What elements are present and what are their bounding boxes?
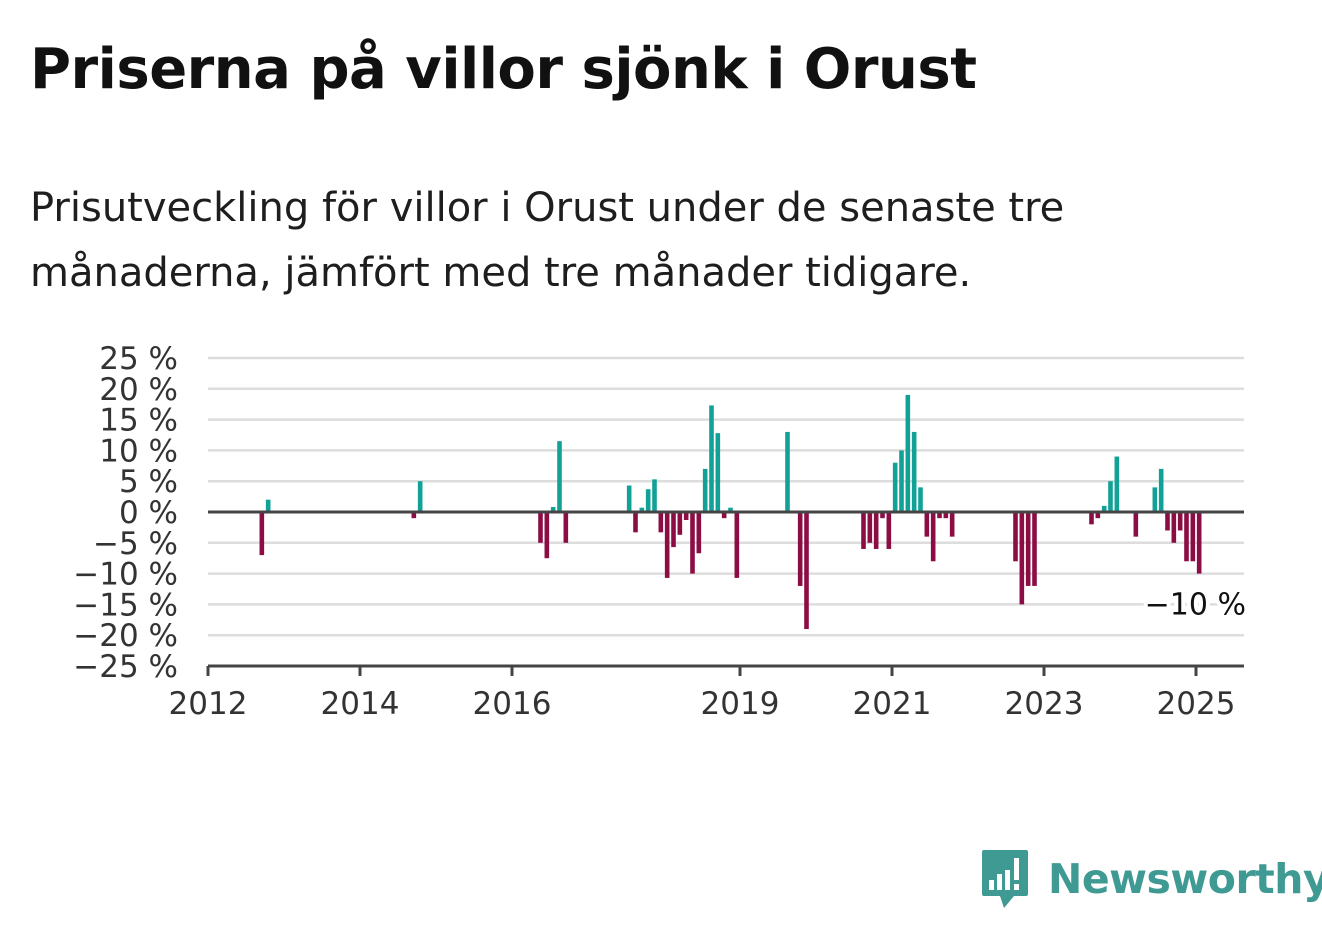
price-change-bar-chart: 25 %20 %15 %10 %5 %0 %−5 %−10 %−15 %−20 …	[73, 341, 1250, 722]
bar	[1032, 512, 1037, 586]
bar	[861, 512, 866, 549]
axes	[208, 510, 1244, 668]
bar	[715, 433, 721, 512]
x-tick-label: 2023	[1005, 686, 1084, 722]
bar	[544, 512, 550, 559]
bar	[734, 512, 740, 578]
annotations: −10 %	[1141, 583, 1250, 626]
bar	[702, 468, 708, 512]
y-tick-label: −5 %	[93, 526, 178, 562]
bar	[937, 512, 942, 519]
brand-logo: Newsworthy	[980, 848, 1322, 910]
bar	[1101, 505, 1107, 512]
bar	[265, 499, 271, 512]
bar	[905, 394, 911, 512]
bar	[411, 512, 417, 519]
bar	[557, 441, 562, 512]
bar	[943, 512, 949, 519]
y-tick-label: 5 %	[119, 464, 178, 500]
bar	[1184, 512, 1189, 562]
x-tick-label: 2014	[321, 686, 400, 722]
bar	[1095, 512, 1101, 519]
bar	[785, 431, 790, 512]
bar	[1190, 512, 1196, 562]
bar	[259, 512, 265, 556]
bar	[696, 512, 702, 554]
y-axis-ticks: 25 %20 %15 %10 %5 %0 %−5 %−10 %−15 %−20 …	[73, 341, 178, 685]
bar	[721, 512, 727, 519]
bar	[867, 512, 873, 543]
bar	[880, 512, 885, 519]
bar	[1114, 456, 1120, 512]
bar	[683, 512, 689, 521]
bar	[690, 512, 695, 574]
bar	[797, 512, 803, 586]
y-tick-label: 15 %	[99, 403, 178, 439]
bar	[728, 507, 733, 512]
x-tick-label: 2025	[1157, 686, 1236, 722]
bar	[911, 431, 917, 512]
y-tick-label: −15 %	[73, 587, 178, 623]
bar	[671, 512, 676, 548]
bar	[664, 512, 670, 578]
y-tick-label: −10 %	[73, 557, 178, 593]
bar	[1158, 468, 1164, 512]
bar	[645, 489, 651, 512]
bar	[873, 512, 879, 549]
x-tick-label: 2012	[169, 686, 248, 722]
bar	[1025, 512, 1031, 586]
y-tick-label: −20 %	[73, 618, 178, 654]
grid-lines	[208, 356, 1244, 637]
bar	[563, 512, 569, 543]
bar	[709, 405, 714, 512]
bars	[259, 394, 1202, 630]
chart-title: Priserna på villor sjönk i Orust	[30, 37, 977, 102]
bar	[639, 507, 645, 512]
bar	[626, 485, 632, 512]
bar	[652, 479, 657, 512]
bar	[1089, 512, 1094, 525]
last-value-label: −10 %	[1145, 587, 1246, 622]
x-tick-label: 2016	[473, 686, 552, 722]
bar	[1108, 481, 1113, 512]
x-tick-label: 2021	[853, 686, 932, 722]
y-tick-label: 20 %	[99, 372, 178, 408]
bar	[886, 512, 892, 549]
bar	[1133, 512, 1139, 537]
bar	[918, 487, 923, 512]
y-tick-label: 10 %	[99, 433, 178, 469]
chart-subtitle: Prisutveckling för villor i Orust under …	[30, 185, 1065, 296]
bar	[1171, 512, 1177, 543]
newsworthy-logo-icon	[982, 850, 1028, 908]
bar	[538, 512, 543, 543]
bar	[930, 512, 936, 562]
bar	[899, 450, 904, 512]
x-tick-label: 2019	[701, 686, 780, 722]
bar	[949, 512, 955, 537]
bar	[550, 507, 556, 512]
bar	[1019, 512, 1025, 605]
bar	[1013, 512, 1018, 562]
x-axis-ticks: 2012 2014 2016 2019 2021 2023 2025	[169, 666, 1236, 722]
bar	[677, 512, 683, 535]
bar	[924, 512, 930, 537]
bar	[633, 512, 638, 533]
bar	[1152, 487, 1158, 512]
y-tick-label: 25 %	[99, 341, 178, 377]
bar	[892, 462, 898, 512]
bar	[1165, 512, 1170, 531]
y-tick-label: 0 %	[119, 495, 178, 531]
bar	[1196, 512, 1202, 574]
bar	[417, 481, 423, 512]
y-tick-label: −25 %	[73, 649, 178, 685]
bar	[1177, 512, 1183, 531]
bar	[804, 512, 809, 630]
brand-name: Newsworthy	[1048, 855, 1322, 903]
bar	[658, 512, 664, 533]
